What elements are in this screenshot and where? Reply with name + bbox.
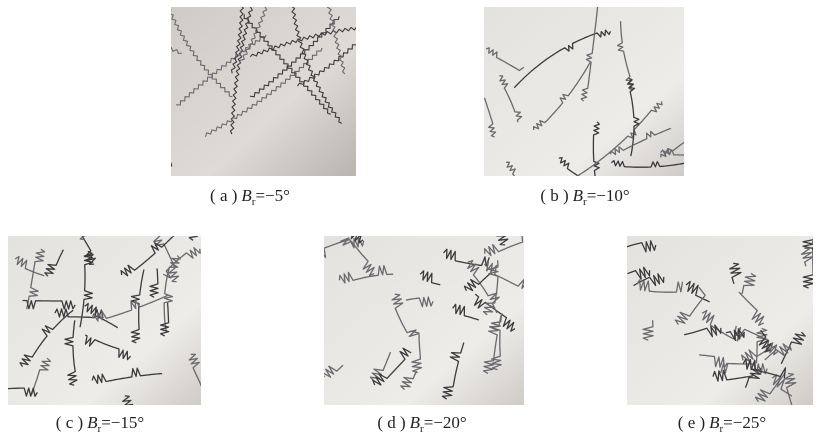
caption-value: =−15° bbox=[101, 413, 144, 432]
chip bbox=[189, 183, 207, 241]
photo-background bbox=[324, 236, 524, 405]
caption-value: =−20° bbox=[424, 413, 467, 432]
photo bbox=[458, 0, 809, 273]
caption-symbol: B bbox=[241, 186, 252, 205]
caption-label: ( c ) bbox=[56, 413, 83, 432]
caption-label: ( e ) bbox=[678, 413, 705, 432]
photo bbox=[627, 236, 820, 409]
chip bbox=[812, 240, 820, 264]
caption: ( a )Br=−5° bbox=[210, 186, 290, 208]
photo bbox=[57, 0, 407, 262]
photo bbox=[4, 173, 207, 428]
caption-value: =−25° bbox=[723, 413, 766, 432]
photo bbox=[320, 208, 528, 405]
chip bbox=[50, 173, 87, 240]
caption-symbol: B bbox=[573, 186, 584, 205]
caption-value: =−5° bbox=[255, 186, 289, 205]
caption-label: ( a ) bbox=[210, 186, 237, 205]
caption-symbol: B bbox=[410, 413, 421, 432]
figure: ( a )Br=−5°( b )Br=−10°( c )Br=−15°( d )… bbox=[0, 0, 820, 441]
caption-label: ( d ) bbox=[377, 413, 405, 432]
caption: ( e )Br=−25° bbox=[678, 413, 766, 435]
caption-symbol: B bbox=[87, 413, 98, 432]
caption: ( c )Br=−15° bbox=[56, 413, 144, 435]
photo-background bbox=[627, 236, 813, 405]
caption: ( d )Br=−20° bbox=[377, 413, 466, 435]
caption-value: =−10° bbox=[587, 186, 630, 205]
caption-label: ( b ) bbox=[540, 186, 568, 205]
chip bbox=[57, 9, 182, 53]
caption-symbol: B bbox=[709, 413, 720, 432]
caption: ( b )Br=−10° bbox=[540, 186, 629, 208]
